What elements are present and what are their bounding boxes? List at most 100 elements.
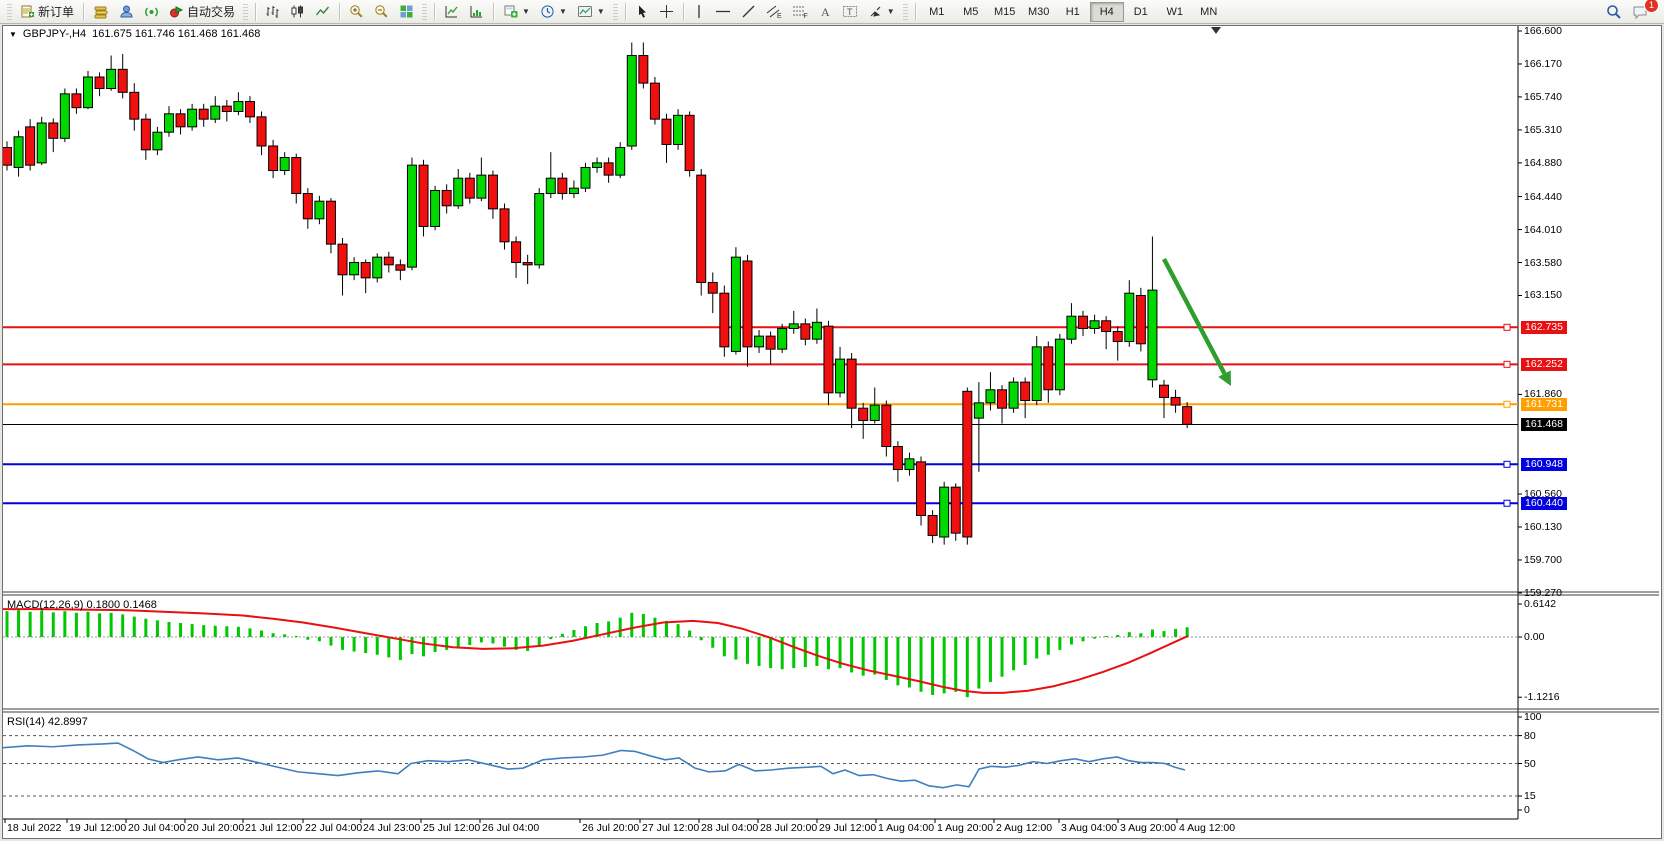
chevron-down-icon: ▼ [886,7,895,16]
cursor-tool-button[interactable] [630,1,654,23]
candle [349,262,360,276]
macd-histogram-bar [1174,628,1178,637]
zoom-in-icon [350,5,363,18]
notifications-button[interactable]: 1 [1627,0,1659,23]
candle [673,114,684,145]
tile-windows-icon [400,5,413,18]
annotation-arrow[interactable] [1162,257,1227,375]
macd-histogram-bar [1035,637,1039,659]
candle [106,68,117,89]
channel-tool-button[interactable]: E [761,1,787,23]
candle [406,164,417,268]
date-label: 1 Aug 04:00 [878,822,935,834]
bar-chart-button[interactable] [260,1,285,23]
macd-histogram-bar [283,634,287,637]
level-handle[interactable] [1503,460,1511,468]
chart-window[interactable]: ▼ GBPJPY-,H4 161.675 161.746 161.468 161… [2,25,1662,839]
indicator-window-icon [470,6,483,18]
timeframe-m30[interactable]: M30 [1028,5,1050,18]
date-label: 4 Aug 12:00 [1179,822,1236,834]
timeframe-m15[interactable]: M15 [994,5,1016,18]
candle [707,281,718,294]
timeframe-h4[interactable]: H4 [1089,1,1124,22]
indicator-window-button[interactable] [464,1,489,23]
add-chart-button[interactable]: ▼ [498,1,535,23]
candle [453,177,464,207]
timeframe-h1[interactable]: H1 [1065,5,1080,18]
candle [534,193,545,266]
candle [163,113,174,133]
candle [788,323,799,329]
macd-histogram-bar [86,611,90,637]
macd-histogram-bar [884,637,888,680]
indicators-button[interactable] [439,1,464,23]
candle [291,156,302,195]
text-icon: A [821,5,830,19]
annotation-arrow-head [1218,370,1231,386]
chart-profiles-button[interactable] [88,1,114,23]
macd-histogram-bar [965,637,969,698]
candle [1066,315,1077,340]
candle [754,335,765,348]
date-label: 22 Jul 04:00 [305,822,363,834]
level-handle[interactable] [1503,499,1511,507]
new-order-button[interactable]: 新订单 [15,1,79,23]
line-chart-button[interactable] [310,1,335,23]
trendline-tool-button[interactable] [736,1,761,23]
chart-plot[interactable] [3,26,1661,838]
macd-histogram-bar [1023,637,1027,665]
timeframe-m5[interactable]: M5 [963,5,979,18]
template-button[interactable]: ▼ [572,1,610,23]
auto-trading-button[interactable]: 自动交易 [164,1,240,23]
market-watch-button[interactable] [114,1,139,23]
timeframe-d1[interactable]: D1 [1133,5,1148,18]
candlestick-chart-button[interactable] [285,1,310,23]
candle [684,114,695,172]
macd-histogram-bar [329,637,333,646]
zoom-out-button[interactable] [369,1,394,23]
search-button[interactable] [1601,1,1627,23]
macd-label: MACD(12,26,9) 0.1800 0.1468 [7,599,157,611]
date-label: 3 Aug 20:00 [1120,822,1177,834]
y-tick-label: 161.860 [1524,388,1562,401]
macd-histogram-bar [699,637,703,641]
candle [430,189,441,227]
level-handle[interactable] [1503,323,1511,331]
candle [649,82,660,120]
arrows-tool-button[interactable]: ▼ [863,1,900,23]
text-tool-button[interactable]: A [813,1,837,23]
date-label: 3 Aug 04:00 [1061,822,1118,834]
candle [892,446,903,471]
macd-histogram-bar [838,637,842,669]
crosshair-tool-button[interactable] [654,1,679,23]
new-order-label: 新订单 [38,5,75,19]
level-handle[interactable] [1503,400,1511,408]
macd-histogram-bar [1139,633,1143,637]
timeframe-mn[interactable]: MN [1200,5,1218,18]
horizontal-line-tool-button[interactable] [710,1,736,23]
timeframe-m1[interactable]: M1 [929,5,945,18]
date-label: 25 Jul 12:00 [423,822,481,834]
candle [302,193,313,220]
collapse-triangle-icon[interactable]: ▼ [9,29,17,39]
toolbar-grip [7,3,12,20]
period-button[interactable]: ▼ [535,1,572,23]
candle [985,389,996,404]
candle [210,105,221,120]
date-label: 19 Jul 12:00 [69,822,127,834]
macd-tick-label: 0.00 [1524,631,1545,643]
fibonacci-tool-button[interactable]: F [787,1,813,23]
macd-histogram-bar [503,637,507,647]
signal-button[interactable] [139,1,164,23]
candle [152,131,163,151]
tile-windows-button[interactable] [394,1,419,23]
vertical-line-tool-button[interactable] [688,1,710,23]
svg-text:A: A [821,5,830,19]
macd-histogram-bar [51,612,55,637]
shift-marker-icon[interactable] [1211,27,1221,34]
text-label-tool-button[interactable]: T [837,1,863,23]
candle [742,260,753,348]
level-handle[interactable] [1503,360,1511,368]
timeframe-w1[interactable]: W1 [1166,5,1183,18]
zoom-in-button[interactable] [344,1,369,23]
